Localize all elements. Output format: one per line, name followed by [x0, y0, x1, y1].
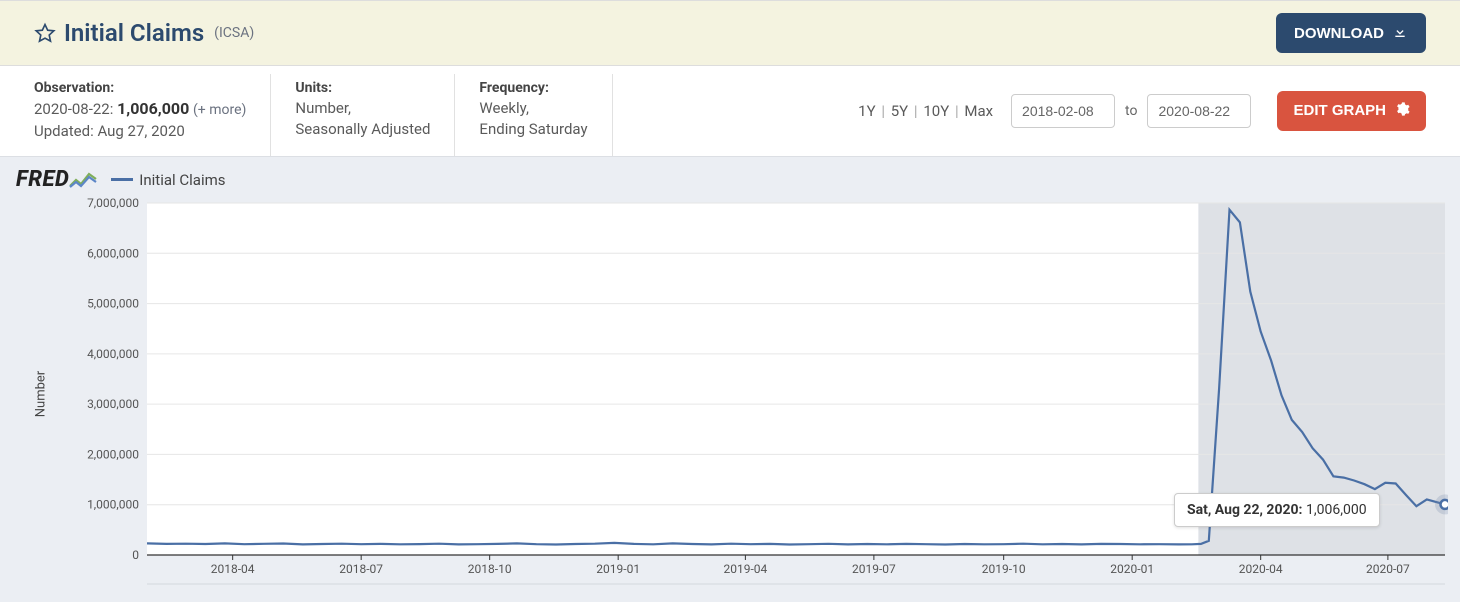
range-presets: 1Y | 5Y | 10Y | Max: [858, 102, 993, 120]
fred-logo: FRED: [16, 167, 97, 193]
svg-text:2019-07: 2019-07: [852, 562, 896, 576]
observation-block: Observation: 2020-08-22: 1,006,000 (+ mo…: [34, 74, 271, 156]
download-label: DOWNLOAD: [1294, 25, 1384, 42]
observation-date: 2020-08-22:: [34, 100, 113, 118]
favorite-star-icon[interactable]: [34, 22, 56, 44]
chart-tooltip: Sat, Aug 22, 2020: 1,006,000: [1174, 493, 1380, 527]
svg-text:2018-04: 2018-04: [211, 562, 255, 576]
svg-text:2019-04: 2019-04: [723, 562, 767, 576]
svg-text:5,000,000: 5,000,000: [87, 296, 139, 310]
svg-text:0: 0: [132, 548, 139, 562]
svg-text:4,000,000: 4,000,000: [87, 347, 139, 361]
edit-graph-button[interactable]: EDIT GRAPH: [1277, 91, 1426, 131]
observation-value: 1,006,000: [117, 99, 189, 118]
plot-area[interactable]: Number 01,000,0002,000,0003,000,0004,000…: [12, 195, 1448, 593]
chart-container: FRED Initial Claims Number 01,000,0002,0…: [0, 156, 1460, 602]
frequency-value-1: Weekly,: [479, 98, 587, 119]
to-label: to: [1125, 103, 1137, 119]
svg-text:2,000,000: 2,000,000: [87, 447, 139, 461]
range-controls: 1Y | 5Y | 10Y | Max to EDIT GRAPH: [858, 74, 1426, 156]
meta-bar: Observation: 2020-08-22: 1,006,000 (+ mo…: [0, 66, 1460, 156]
chart-legend[interactable]: Initial Claims: [111, 171, 225, 189]
observation-more-link[interactable]: (+ more): [193, 102, 246, 118]
observation-label: Observation:: [34, 80, 246, 96]
title-wrap: Initial Claims (ICSA): [34, 19, 254, 47]
legend-label: Initial Claims: [139, 171, 225, 189]
svg-text:2019-01: 2019-01: [596, 562, 640, 576]
svg-text:1,000,000: 1,000,000: [87, 498, 139, 512]
download-icon: [1392, 23, 1408, 43]
series-title[interactable]: Initial Claims: [64, 19, 204, 47]
date-to-input[interactable]: [1147, 94, 1251, 128]
svg-text:6,000,000: 6,000,000: [87, 246, 139, 260]
tooltip-date: Sat, Aug 22, 2020:: [1187, 502, 1303, 518]
frequency-block: Frequency: Weekly, Ending Saturday: [479, 74, 612, 156]
series-code: (ICSA): [214, 25, 254, 41]
chart-header: FRED Initial Claims: [12, 167, 1448, 195]
download-button[interactable]: DOWNLOAD: [1276, 13, 1426, 53]
range-5y[interactable]: 5Y: [891, 102, 908, 120]
svg-text:3,000,000: 3,000,000: [87, 397, 139, 411]
observation-value-line: 2020-08-22: 1,006,000 (+ more): [34, 98, 246, 121]
svg-text:2020-07: 2020-07: [1366, 562, 1410, 576]
page-header: Initial Claims (ICSA) DOWNLOAD: [0, 0, 1460, 66]
edit-graph-label: EDIT GRAPH: [1293, 102, 1386, 119]
legend-line-icon: [111, 178, 133, 181]
units-value-2: Seasonally Adjusted: [295, 119, 430, 140]
svg-text:2018-07: 2018-07: [339, 562, 383, 576]
svg-text:7,000,000: 7,000,000: [87, 196, 139, 210]
gear-icon: [1394, 101, 1410, 121]
svg-text:2019-10: 2019-10: [982, 562, 1026, 576]
tooltip-value: 1,006,000: [1306, 502, 1367, 518]
svg-text:2018-10: 2018-10: [468, 562, 512, 576]
units-value-1: Number,: [295, 98, 430, 119]
frequency-value-2: Ending Saturday: [479, 119, 587, 140]
range-10y[interactable]: 10Y: [923, 102, 949, 120]
range-max[interactable]: Max: [964, 102, 993, 120]
units-block: Units: Number, Seasonally Adjusted: [295, 74, 455, 156]
frequency-label: Frequency:: [479, 80, 587, 96]
chart-svg[interactable]: 0 1,000,000 2,000,000 3,000,000 4,000,000 5,0…: [12, 195, 1448, 593]
updated-label: Updated: Aug 27, 2020: [34, 121, 246, 142]
date-from-input[interactable]: [1011, 94, 1115, 128]
range-1y[interactable]: 1Y: [858, 102, 875, 120]
svg-text:2020-04: 2020-04: [1239, 562, 1283, 576]
svg-text:2020-01: 2020-01: [1110, 562, 1154, 576]
units-label: Units:: [295, 80, 430, 96]
